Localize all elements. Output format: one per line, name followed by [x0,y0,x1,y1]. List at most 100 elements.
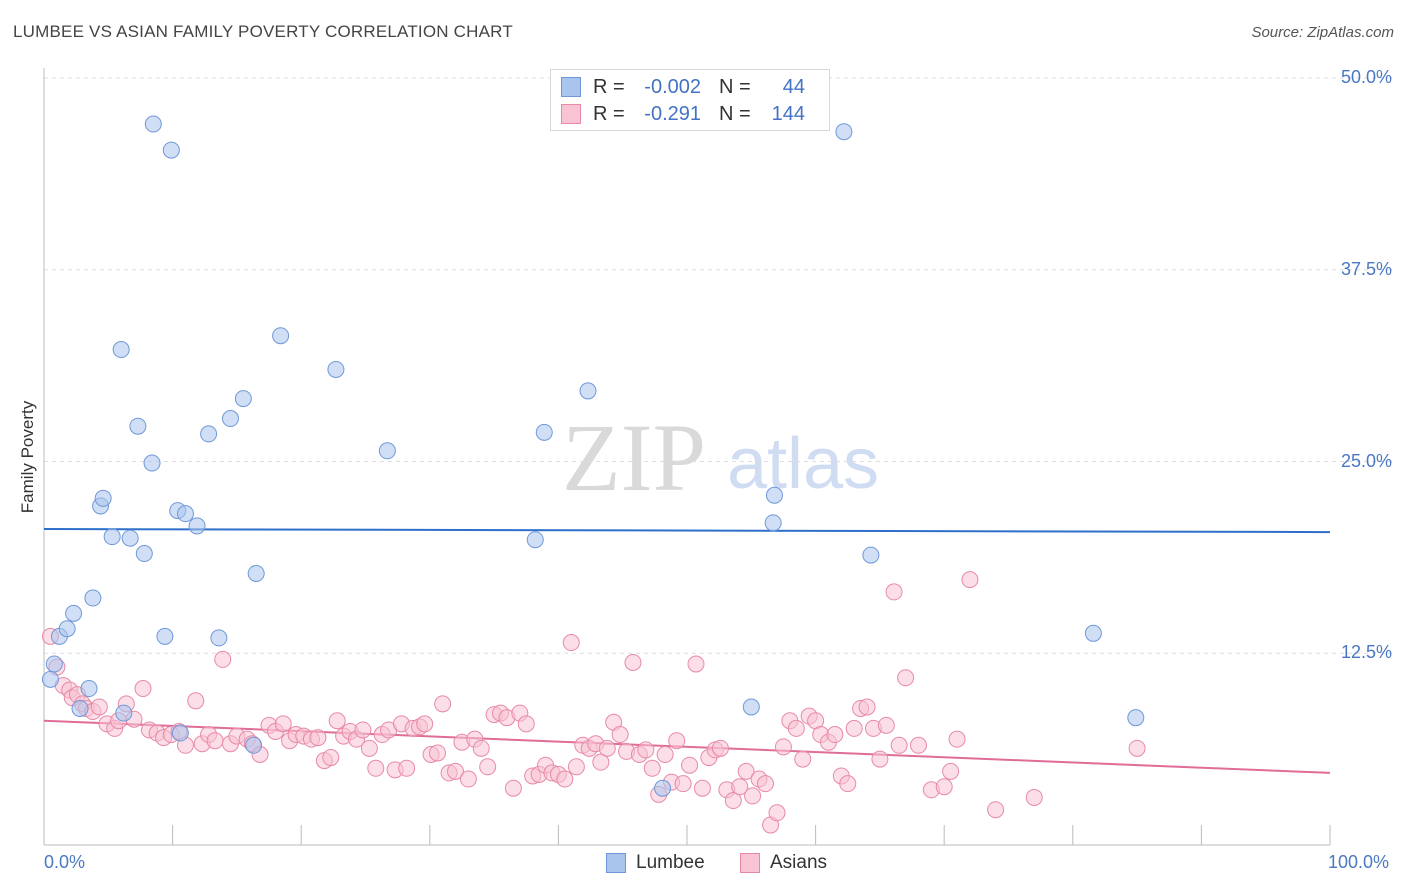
asians-point [206,732,224,750]
data-points [41,115,1146,834]
r-label: R = [593,102,625,125]
lumbee-point [835,123,853,141]
legend-label-lumbee: Lumbee [636,852,705,873]
lumbee-point [41,670,59,688]
lumbee-point [162,141,180,159]
lumbee-point [862,546,880,564]
asians-point [214,650,232,668]
axes [43,68,1331,846]
chart-title: LUMBEE VS ASIAN FAMILY POVERTY CORRELATI… [13,22,513,41]
asians-point [961,571,979,589]
asians-point [681,756,699,774]
x-tick-label-max: 100.0% [1328,852,1390,872]
asians-point [737,762,755,780]
asians-point [479,758,497,776]
watermark-zip: ZIP [562,404,706,511]
n-label: N = [719,75,751,98]
asians-point [909,736,927,754]
lumbee-point [45,655,63,673]
lumbee-point [112,341,130,359]
asians-point [948,730,966,748]
asians-point [416,715,434,733]
asians-point [674,775,692,793]
lumbee-point [245,736,263,754]
asians-point [517,715,535,733]
lumbee-point [526,531,544,549]
asians-point [90,698,108,716]
r-value: -0.002 [644,75,701,98]
watermark-atlas: atlas [727,424,879,504]
lumbee-point [71,699,89,717]
lumbee-point [58,620,76,638]
asians-point [611,726,629,744]
lumbee-point [176,505,194,523]
asians-point [367,759,385,777]
x-tick-label-min: 0.0% [44,852,86,872]
lumbee-point [327,360,345,378]
lumbee-point [579,382,597,400]
asians-point [1128,739,1146,757]
lumbee-point [144,115,162,133]
lumbee-point [654,779,672,797]
lumbee-point [378,442,396,460]
lumbee-point [65,604,83,622]
trend-lines [43,527,1331,774]
asians-point [598,739,616,757]
lumbee-point [171,724,189,742]
asians-point [987,801,1005,819]
asians-point [567,758,585,776]
asians-point [274,715,292,733]
asians-point [826,726,844,744]
asians-point [839,775,857,793]
asians-point [459,770,477,788]
asians-point [858,698,876,716]
asians-point [744,787,762,805]
asians-point [637,741,655,759]
asians-point [768,804,786,822]
legend-item-asians[interactable]: Asians [740,852,827,874]
asians-point [845,719,863,737]
lumbee-point [234,390,252,408]
asians-point [942,762,960,780]
asians-point [885,583,903,601]
lumbee-point [764,514,782,532]
asians-point [472,739,490,757]
asians-point [877,716,895,734]
asians-point [562,634,580,652]
y-tick-label: 12.5% [1340,642,1392,663]
lumbee-trend-line [43,527,1331,534]
lumbee-point [765,486,783,504]
asians-trend-line [43,719,1331,774]
lumbee-point [188,517,206,535]
lumbee-point [742,698,760,716]
asians-swatch [561,104,581,124]
lumbee-point [221,410,239,428]
asians-point [624,653,642,671]
asians-point [935,778,953,796]
grid-lines [44,77,1392,654]
asians-point [668,732,686,750]
lumbee-point [129,417,147,435]
asians-point [447,762,465,780]
lumbee-point [80,680,98,698]
y-tick-label: 25.0% [1340,450,1392,471]
lumbee-point [115,704,133,722]
asians-point [504,779,522,797]
asians-point [656,745,674,763]
asians-point [434,695,452,713]
lumbee-point [135,545,153,563]
asians-point [711,739,729,757]
lumbee-point [156,627,174,645]
asians-point [429,744,447,762]
asians-point [687,655,705,673]
asians-point [354,721,372,739]
asians-point [398,759,416,777]
asians-point [134,680,152,698]
asians-point [328,712,346,730]
lumbee-point [247,564,265,582]
r-value: -0.291 [644,102,701,125]
legend-swatch-asians [740,853,760,873]
n-value: 44 [782,75,805,98]
legend-item-lumbee[interactable]: Lumbee [606,852,705,874]
